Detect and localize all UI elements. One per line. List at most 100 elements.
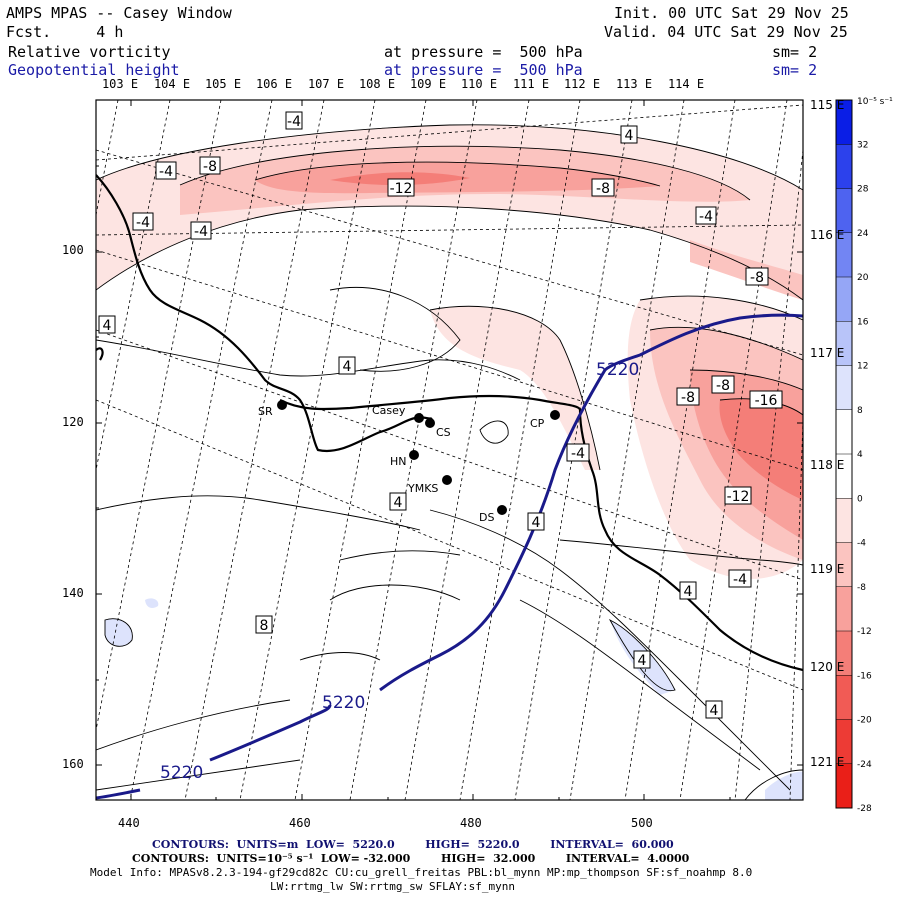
svg-text:118 E: 118 E	[810, 458, 844, 472]
station-label: Casey	[372, 404, 406, 417]
svg-text:-4: -4	[287, 114, 301, 130]
init-time: Init. 00 UTC Sat 29 Nov 25	[614, 4, 849, 22]
contour-label: 4	[633, 650, 651, 669]
contour-label: -8	[591, 178, 615, 197]
station-label: YMKS	[407, 482, 438, 495]
field2-name: Geopotential height	[8, 61, 180, 79]
contour-label: -8	[711, 375, 735, 394]
coastline	[96, 174, 803, 672]
colorbar-tick-label: -28	[857, 804, 872, 814]
lon-label: 103 E	[101, 77, 139, 91]
colorbar-tick-label: -8	[857, 583, 866, 593]
lon-label: 105 E	[204, 77, 242, 91]
svg-text:-4: -4	[699, 209, 713, 225]
valid-time: Valid. 04 UTC Sat 29 Nov 25	[604, 23, 848, 41]
contour-label: -4	[695, 206, 717, 225]
lon-label: 104 E	[153, 77, 191, 91]
contour-label: -4	[190, 221, 212, 240]
svg-text:116 E: 116 E	[810, 228, 844, 242]
station-label: CS	[436, 426, 451, 439]
station-marker-ymks	[442, 475, 452, 485]
svg-text:8: 8	[260, 618, 269, 634]
svg-text:-4: -4	[733, 572, 747, 588]
contour-label: 4	[98, 315, 116, 334]
station-marker-cp	[550, 410, 560, 420]
plot-title: AMPS MPAS -- Casey Window	[6, 4, 232, 22]
contour-label: -12	[724, 486, 752, 505]
colorbar-tick-label: 28	[857, 185, 869, 195]
x-axis-label: 500	[631, 816, 653, 830]
station-marker-sr	[277, 400, 287, 410]
colorbar-unit: 10⁻⁵ s⁻¹	[857, 97, 893, 107]
contour-label: 4	[679, 581, 697, 600]
colorbar-swatch	[836, 675, 852, 720]
colorbar-tick-label: 32	[857, 140, 868, 150]
y-axis-label: 120	[62, 415, 84, 429]
x-axis-label: 480	[460, 816, 482, 830]
colorbar-swatch	[836, 586, 852, 632]
contour-label: 4	[338, 356, 356, 375]
forecast-hour: Fcst. 4 h	[6, 23, 124, 41]
svg-text:120 E: 120 E	[810, 660, 844, 674]
lon-label: 106 E	[255, 77, 293, 91]
svg-text:119 E: 119 E	[810, 562, 844, 576]
svg-text:115 E: 115 E	[810, 98, 844, 112]
contour-label: 4	[705, 700, 723, 719]
svg-text:4: 4	[710, 703, 719, 719]
colorbar-swatch	[836, 277, 852, 322]
svg-text:-8: -8	[681, 390, 695, 406]
colorbar-tick-label: -16	[857, 671, 872, 681]
contour-label: -8	[745, 267, 769, 286]
map-frame	[95, 99, 804, 801]
lon-label: 108 E	[358, 77, 396, 91]
lon-label: 111 E	[512, 77, 550, 91]
y-axis-label: 140	[62, 586, 84, 600]
svg-text:4: 4	[638, 653, 647, 669]
svg-text:4: 4	[343, 359, 352, 375]
colorbar-swatch	[836, 232, 852, 278]
station-marker-cs	[425, 418, 435, 428]
svg-text:4: 4	[625, 128, 634, 144]
field2-level: at pressure = 500 hPa	[384, 61, 583, 79]
colorbar-swatch	[836, 144, 852, 189]
svg-text:4: 4	[684, 584, 693, 600]
station-marker-casey	[414, 413, 424, 423]
contour-label: -12	[387, 178, 415, 197]
field1-name: Relative vorticity	[8, 43, 171, 61]
colorbar-tick-label: 8	[857, 406, 863, 416]
svg-text:-8: -8	[750, 270, 764, 286]
field2-smooth: sm= 2	[772, 61, 818, 79]
svg-text:4: 4	[394, 495, 403, 511]
height-contour-5220	[96, 313, 803, 800]
svg-text:-4: -4	[571, 446, 585, 462]
station-marker-hn	[409, 450, 419, 460]
colorbar-tick-label: 16	[857, 317, 869, 327]
colorbar-tick-label: -12	[857, 627, 872, 637]
contour-label: 4	[389, 492, 407, 511]
svg-text:-12: -12	[390, 181, 413, 197]
station-label: SR	[258, 405, 273, 418]
footer-height-contours: CONTOURS: UNITS=m LOW= 5220.0 HIGH= 5220…	[152, 838, 674, 851]
footer-vorticity-contours: CONTOURS: UNITS=10⁻⁵ s⁻¹ LOW= -32.000 HI…	[132, 852, 690, 865]
contour-label: -4	[132, 212, 154, 231]
footer-model-info: Model Info: MPASv8.2.3-194-gf29cd82c CU:…	[90, 866, 753, 879]
colorbar-tick-label: -20	[857, 716, 872, 726]
svg-text:-4: -4	[136, 215, 150, 231]
colorbar-swatch	[836, 321, 852, 366]
contour-label: 4	[620, 125, 638, 144]
y-axis-label: 100	[62, 243, 84, 257]
contour-label: -16	[749, 390, 783, 409]
contour-label: 8	[255, 615, 273, 634]
lon-label: 107 E	[307, 77, 345, 91]
svg-text:-16: -16	[755, 393, 778, 409]
svg-text:117 E: 117 E	[810, 346, 844, 360]
lon-label: 113 E	[615, 77, 653, 91]
svg-text:4: 4	[532, 515, 541, 531]
svg-text:-8: -8	[716, 378, 730, 394]
contour-label: -8	[199, 156, 221, 175]
colorbar-tick-label: -4	[857, 539, 866, 549]
colorbar-tick-label: 20	[857, 273, 869, 283]
lon-label: 114 E	[667, 77, 705, 91]
vorticity-contours	[96, 124, 803, 800]
